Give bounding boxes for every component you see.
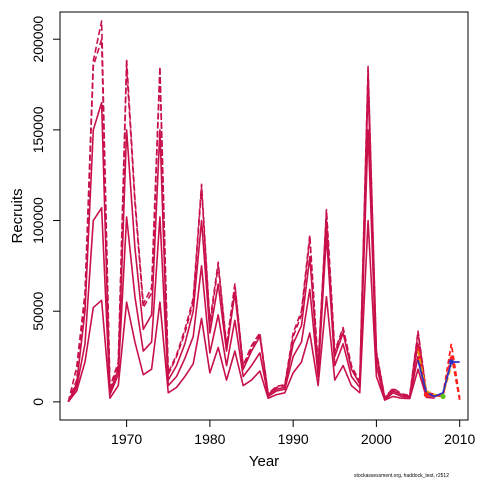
series-layer [67,20,461,403]
series-line-3 [67,83,435,403]
y-tick-label: 0 [30,398,46,406]
recent-series-line-2 [417,354,461,401]
recent-point-1 [423,392,429,398]
y-axis: 0 50000 100000 150000 200000 [30,16,61,406]
y-axis-title: Recruits [9,188,26,243]
footer-note: stockassessment.org, haddock_test, r2512 [354,473,449,479]
x-tick-label: 1990 [278,431,309,447]
series-line-4 [67,38,435,403]
y-tick-label: 200000 [30,16,46,63]
series-line-5 [67,20,435,403]
recent-point-3 [448,359,454,365]
x-tick-label: 1980 [194,431,225,447]
y-tick-label: 150000 [30,106,46,153]
x-tick-label: 2010 [444,431,475,447]
x-axis: 1970 1980 1990 2000 2010 [111,419,475,447]
x-tick-label: 1970 [111,431,142,447]
x-tick-label: 2000 [361,431,392,447]
x-axis-title: Year [249,453,279,470]
series-line-1 [67,219,435,403]
recent-point-2 [440,393,446,400]
y-tick-label: 100000 [30,197,46,244]
y-tick-label: 50000 [30,292,46,331]
